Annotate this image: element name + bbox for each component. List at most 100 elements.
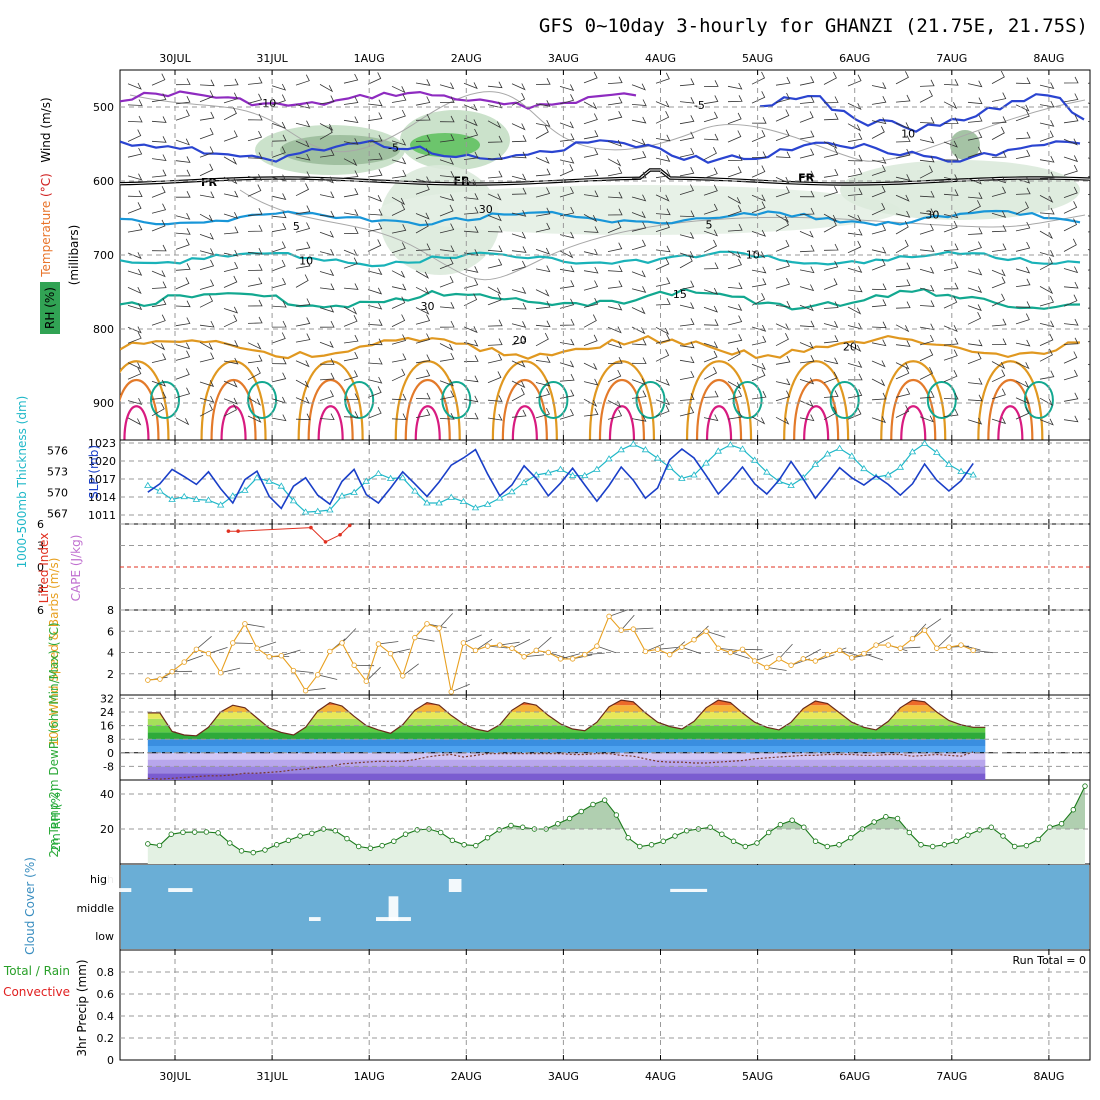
rh-marker bbox=[754, 840, 760, 846]
temp-tick-label: 0 bbox=[107, 747, 114, 760]
wind-barb bbox=[944, 282, 959, 290]
temp-loop-30 bbox=[608, 405, 636, 440]
temp-loop-15 bbox=[926, 381, 957, 419]
wind-barb bbox=[823, 243, 839, 251]
wind-barb bbox=[439, 302, 455, 309]
rh-marker bbox=[414, 827, 420, 833]
top-date-label: 4AUG bbox=[645, 52, 676, 65]
rh2m-axis-label: 2m RH (%) bbox=[49, 787, 63, 852]
rh-marker bbox=[1047, 824, 1053, 830]
temp-loop-30 bbox=[900, 405, 927, 440]
rh-marker bbox=[976, 827, 983, 833]
wind10m-line-marker bbox=[909, 635, 916, 642]
wind-barb bbox=[751, 369, 766, 382]
wind-barb bbox=[751, 229, 767, 237]
wind-barb bbox=[439, 115, 455, 123]
wind-barb bbox=[391, 393, 407, 401]
wind-barb bbox=[271, 222, 287, 233]
wind-barb bbox=[583, 148, 599, 158]
wind-barb bbox=[607, 341, 623, 349]
rh-contour-label: 30 bbox=[479, 203, 493, 216]
wind-barb bbox=[127, 129, 142, 142]
wind-barb bbox=[871, 283, 887, 291]
wind-barb bbox=[463, 278, 479, 289]
wind-barb bbox=[775, 92, 791, 104]
wind-barb bbox=[631, 83, 646, 91]
wind-barb bbox=[655, 277, 671, 287]
wind-barb bbox=[919, 367, 934, 380]
wind10m-barb bbox=[645, 643, 665, 652]
wind-barb bbox=[871, 246, 887, 254]
wind-barb bbox=[1039, 171, 1055, 179]
wind-barb bbox=[727, 304, 743, 311]
wind-barb bbox=[127, 115, 143, 123]
wind-barb bbox=[487, 395, 503, 402]
wind10m-barb bbox=[778, 643, 793, 660]
rh-marker bbox=[367, 845, 374, 851]
wind-barb bbox=[151, 391, 167, 400]
wind-barb bbox=[199, 352, 215, 363]
wind10m-barb bbox=[584, 652, 605, 656]
wind10m-line-marker bbox=[812, 658, 819, 664]
rh-marker bbox=[1012, 843, 1018, 850]
wind-barb bbox=[871, 224, 887, 235]
wind-barb bbox=[367, 134, 383, 143]
wind-barb bbox=[991, 369, 1006, 383]
wind-barb bbox=[727, 389, 743, 401]
wind-barb bbox=[175, 317, 191, 327]
rh-contour bbox=[239, 189, 1086, 281]
li-tick-label: 6 bbox=[37, 518, 44, 531]
wind-barb bbox=[967, 339, 983, 347]
wind-barb bbox=[1063, 351, 1078, 364]
slp-tick-label: 1011 bbox=[88, 509, 116, 522]
wind-barb bbox=[127, 190, 143, 198]
wind-barb bbox=[415, 176, 431, 184]
bottom-date-label: 2AUG bbox=[451, 1070, 482, 1083]
wind-barb bbox=[919, 334, 934, 346]
wind10m-barb bbox=[281, 649, 301, 657]
wind-barb bbox=[799, 111, 814, 123]
wind-barb bbox=[223, 226, 239, 235]
wind-barb bbox=[127, 332, 142, 344]
wind-barb bbox=[463, 339, 479, 347]
wind-barb bbox=[319, 176, 334, 184]
wind-barb bbox=[127, 268, 143, 276]
wind-barb bbox=[991, 224, 1007, 233]
wind-barb bbox=[823, 406, 837, 421]
wind-barb bbox=[895, 220, 909, 235]
rh-marker bbox=[1000, 833, 1006, 839]
wind-barb bbox=[967, 417, 983, 425]
wind-barb bbox=[679, 147, 695, 158]
wind10m-line-marker bbox=[630, 626, 637, 632]
wind-barb bbox=[295, 298, 311, 307]
wind-barb bbox=[391, 296, 406, 309]
thickness-line-marker bbox=[423, 499, 431, 506]
slp-tick-label: 1014 bbox=[88, 491, 116, 504]
wind-barb bbox=[511, 83, 526, 91]
wind10m-line-marker bbox=[764, 664, 770, 671]
wind-barb bbox=[607, 166, 623, 177]
thickness-line-marker bbox=[471, 504, 480, 511]
wind-barb bbox=[127, 398, 143, 405]
wind-barb bbox=[1039, 230, 1054, 240]
wind-barb bbox=[511, 321, 527, 328]
wind-barb bbox=[607, 221, 622, 234]
wind-barb bbox=[415, 270, 430, 279]
wind-barb bbox=[967, 146, 982, 158]
thickness-line-marker bbox=[629, 440, 638, 447]
wind-barb bbox=[1039, 82, 1055, 89]
wind-barb bbox=[871, 164, 886, 176]
wind-barb bbox=[679, 78, 695, 87]
wind-barb bbox=[751, 165, 766, 178]
bottom-date-label: 7AUG bbox=[936, 1070, 967, 1083]
wind-barb bbox=[727, 95, 743, 103]
wind-barb bbox=[871, 416, 886, 424]
wind-barb bbox=[679, 210, 695, 218]
wind-barb bbox=[319, 341, 334, 349]
wind10m-line-marker bbox=[545, 649, 552, 656]
wind-barb bbox=[535, 289, 550, 297]
pressure-tick-label: 700 bbox=[93, 249, 114, 262]
wind-barb bbox=[175, 263, 191, 271]
wind-barb bbox=[247, 113, 263, 121]
